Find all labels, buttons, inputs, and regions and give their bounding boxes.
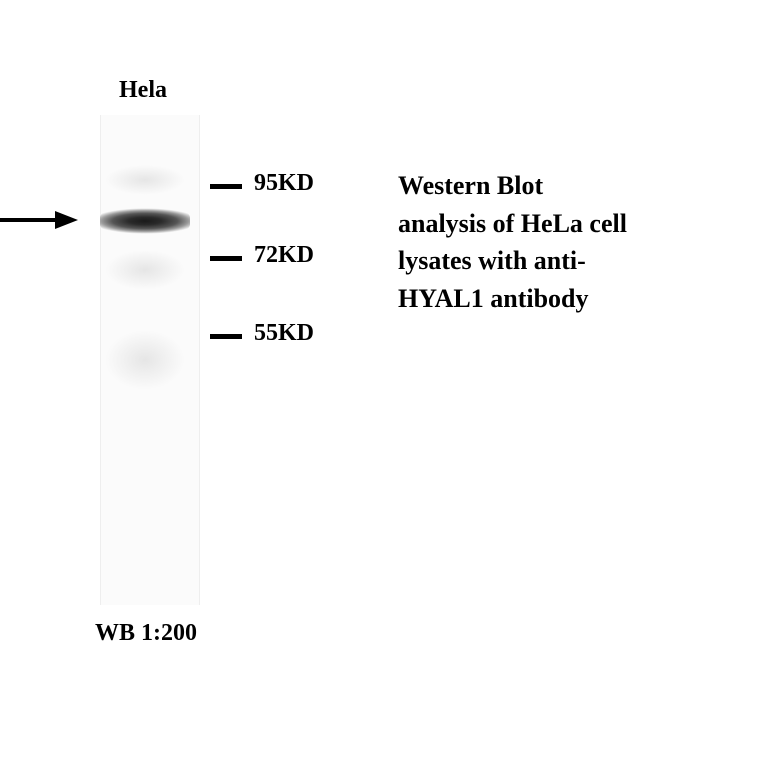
figure-description: Western Blotanalysis of HeLa celllysates… <box>398 167 627 318</box>
description-line: Western Blot <box>398 167 627 205</box>
blot-smear <box>105 330 185 390</box>
band-arrow <box>0 205 80 235</box>
description-line: lysates with anti- <box>398 242 627 280</box>
blot-figure-container: Hela 95KD 72KD 55KD Western Blotanalysis o… <box>0 0 764 764</box>
marker-label: 72KD <box>254 242 314 269</box>
marker-label: 95KD <box>254 170 314 197</box>
marker-tick <box>210 184 242 189</box>
description-line: HYAL1 antibody <box>398 280 627 318</box>
arrow-head <box>55 211 78 229</box>
marker-tick <box>210 256 242 261</box>
dilution-label: WB 1:200 <box>95 620 197 647</box>
marker-tick <box>210 334 242 339</box>
lane-label: Hela <box>119 77 167 104</box>
marker-label: 55KD <box>254 320 314 347</box>
blot-smear <box>105 250 185 290</box>
protein-band <box>100 205 190 237</box>
description-line: analysis of HeLa cell <box>398 205 627 243</box>
blot-smear <box>105 165 185 195</box>
